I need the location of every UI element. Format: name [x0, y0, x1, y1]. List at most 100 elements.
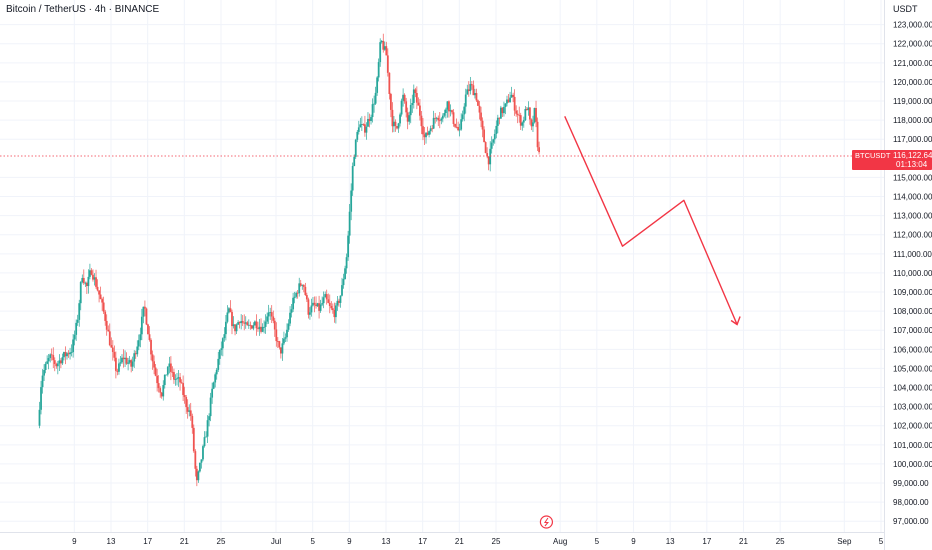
- candle-body: [287, 323, 290, 330]
- candle-body: [434, 117, 437, 119]
- candle-body: [487, 156, 490, 165]
- candle-body: [82, 277, 85, 284]
- event-lightning-bolt: [543, 517, 550, 527]
- currency-label[interactable]: USDT: [893, 4, 918, 14]
- candle-body: [270, 312, 273, 317]
- candle-body: [47, 358, 50, 362]
- candle-body: [483, 129, 485, 143]
- candle-body: [203, 437, 206, 447]
- candle-body: [110, 345, 113, 348]
- candle-body: [229, 308, 232, 312]
- candle-body: [469, 84, 472, 92]
- candle-body: [330, 305, 333, 309]
- candle-body: [200, 459, 203, 463]
- candle-body: [93, 277, 96, 280]
- candle-body: [215, 369, 218, 375]
- candle-body: [527, 107, 530, 111]
- candle-body: [356, 131, 359, 140]
- candle-body: [199, 462, 201, 472]
- y-tick-label: 121,000.00: [893, 59, 932, 68]
- candle-body: [70, 352, 73, 353]
- candle-body: [49, 354, 52, 359]
- candle-body: [148, 334, 151, 340]
- candle-body: [360, 124, 363, 125]
- candle-body: [107, 329, 110, 332]
- candle-body: [521, 122, 524, 126]
- candle-body: [133, 353, 136, 362]
- candle-body: [470, 84, 473, 86]
- candle-body: [78, 303, 81, 320]
- candle-body: [379, 42, 382, 63]
- candle-body: [205, 436, 207, 438]
- y-tick-label: 118,000.00: [893, 116, 932, 125]
- candle-body: [391, 109, 394, 127]
- candle-body: [154, 367, 157, 376]
- y-tick-label: 108,000.00: [893, 307, 932, 316]
- candle-body: [66, 353, 68, 357]
- candle-body: [328, 302, 331, 306]
- candle-body: [232, 324, 235, 327]
- candle-body: [420, 115, 423, 127]
- x-tick-label: 9: [347, 537, 352, 546]
- candle-body: [374, 92, 377, 104]
- candle-body: [428, 131, 430, 135]
- candle-body: [226, 312, 229, 322]
- candle-body: [458, 129, 461, 131]
- candle-body: [269, 312, 272, 313]
- x-tick-label: Sep: [837, 537, 852, 546]
- candle-body: [254, 321, 256, 326]
- candle-body: [247, 324, 250, 326]
- candle-body: [211, 388, 214, 398]
- candle-body: [339, 295, 342, 303]
- candle-body: [249, 324, 252, 326]
- candle-body: [409, 104, 412, 116]
- candle-body: [452, 112, 455, 124]
- candle-body: [368, 118, 371, 121]
- y-tick-label: 103,000.00: [893, 403, 932, 412]
- candle-body: [212, 382, 215, 389]
- candle-body: [344, 268, 346, 280]
- candle-body: [157, 383, 160, 389]
- candle-body: [243, 322, 246, 324]
- candle-body: [367, 118, 369, 127]
- candle-body: [394, 121, 397, 127]
- y-tick-label: 99,000.00: [893, 479, 929, 488]
- candle-body: [324, 294, 327, 298]
- candle-body: [389, 94, 392, 110]
- candle-body: [240, 321, 243, 324]
- candle-body: [334, 305, 337, 318]
- candle-body: [75, 322, 78, 335]
- candle-body: [108, 331, 111, 346]
- candle-body: [513, 96, 516, 111]
- candle-body: [208, 416, 210, 421]
- candle-body: [438, 120, 441, 122]
- x-tick-label: 21: [180, 537, 189, 546]
- candle-body: [426, 132, 429, 135]
- candle-body: [244, 322, 247, 324]
- current-price-countdown: 01:13:04: [896, 160, 928, 169]
- candle-body: [53, 360, 56, 365]
- candle-body: [440, 118, 443, 121]
- candle-body: [512, 94, 515, 97]
- candle-body: [163, 374, 166, 386]
- candle-body: [113, 352, 116, 358]
- candle-body: [290, 309, 293, 313]
- candle-body: [98, 290, 100, 295]
- candle-body: [165, 374, 168, 376]
- candle-body: [134, 353, 137, 355]
- candle-body: [188, 410, 191, 412]
- candle-body: [535, 108, 537, 122]
- candle-body: [118, 363, 120, 372]
- candle-body: [318, 303, 320, 311]
- candle-body: [284, 337, 287, 339]
- candle-body: [121, 357, 123, 363]
- candle-body: [137, 340, 140, 347]
- candle-body: [145, 308, 148, 325]
- candle-body: [336, 300, 339, 306]
- candle-body: [304, 286, 307, 296]
- projection-path: [564, 116, 738, 325]
- x-tick-label: 13: [666, 537, 675, 546]
- candle-body: [197, 471, 200, 481]
